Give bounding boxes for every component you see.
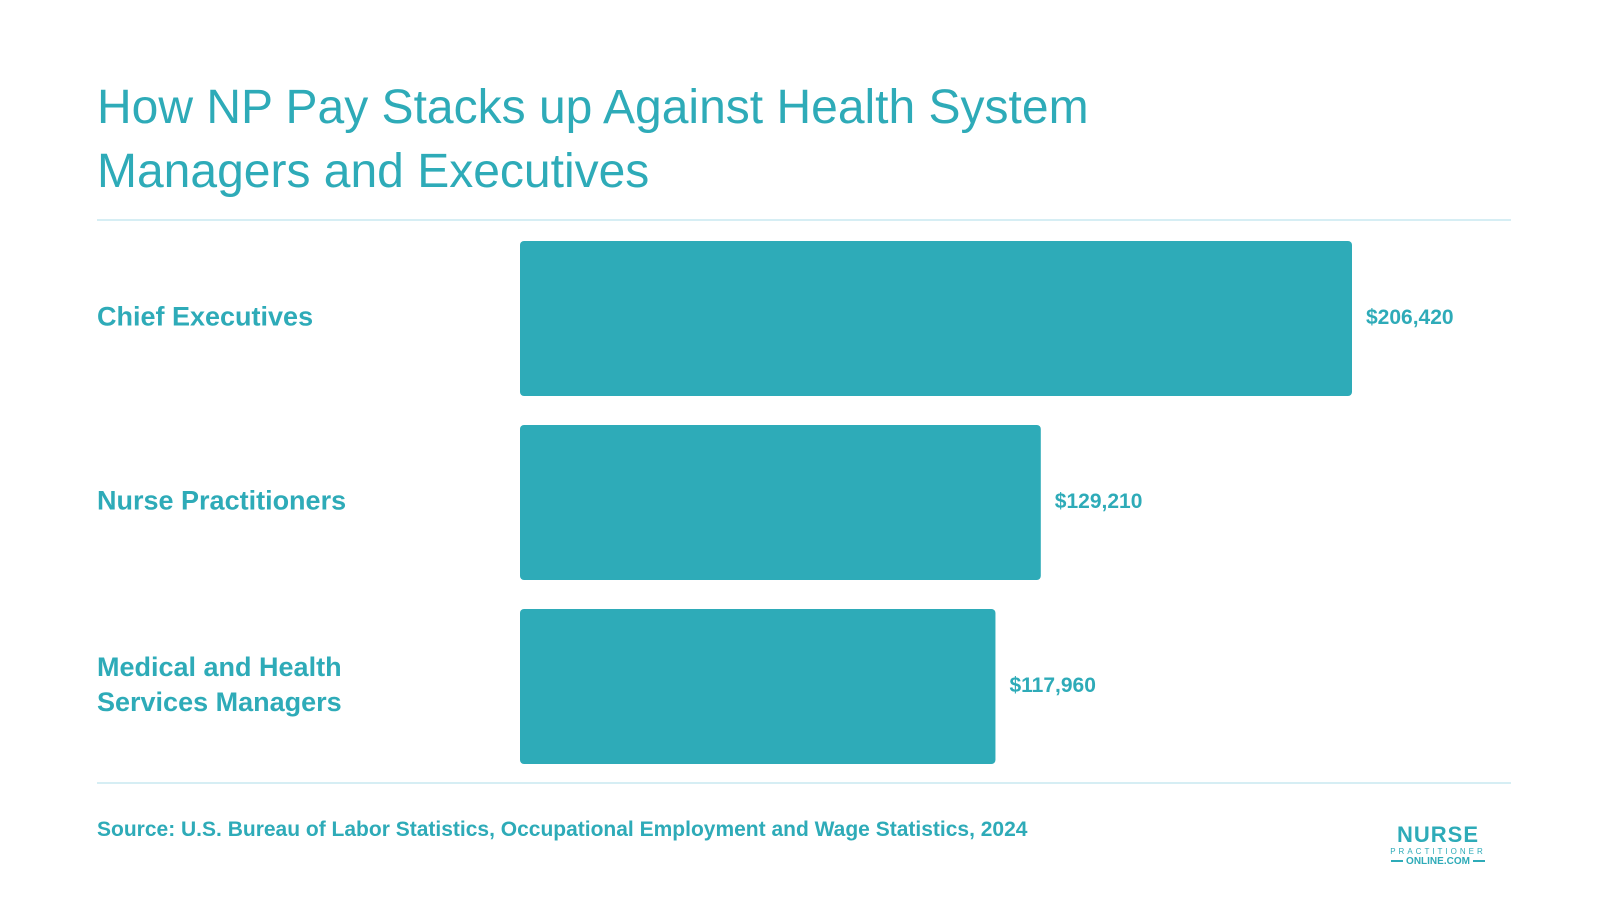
chart-title-line-1: How NP Pay Stacks up Against Health Syst… [97,81,1089,134]
category-label-2-line-1: Services Managers [97,687,342,717]
nurse-practitioner-online-logo: NURSE PRACTITIONER ONLINE.COM [1384,824,1492,867]
category-label-0: Chief Executives [97,302,313,332]
top-divider [97,219,1511,221]
bottom-divider [97,782,1511,784]
category-label-2-line-0: Medical and Health [97,652,342,682]
category-label-1: Nurse Practitioners [97,486,346,516]
value-label-2: $117,960 [1009,674,1095,697]
category-label-1-line-0: Nurse Practitioners [97,486,346,516]
value-label-0: $206,420 [1366,306,1454,329]
category-label-2: Medical and Health Services Managers [97,652,342,717]
logo-sub-text: PRACTITIONER [1390,847,1486,856]
logo-domain-text: ONLINE.COM [1384,857,1492,867]
category-label-0-line-0: Chief Executives [97,302,313,332]
logo-main-text: NURSE [1396,822,1479,847]
chart-title: How NP Pay Stacks up Against Health Syst… [97,76,1297,204]
value-label-1: $129,210 [1055,490,1143,513]
bar-1 [520,425,1041,580]
chart-title-line-2: Managers and Executives [97,145,650,198]
bar-0 [520,241,1352,396]
source-note: Source: U.S. Bureau of Labor Statistics,… [97,818,1028,841]
bar-2 [520,609,996,764]
